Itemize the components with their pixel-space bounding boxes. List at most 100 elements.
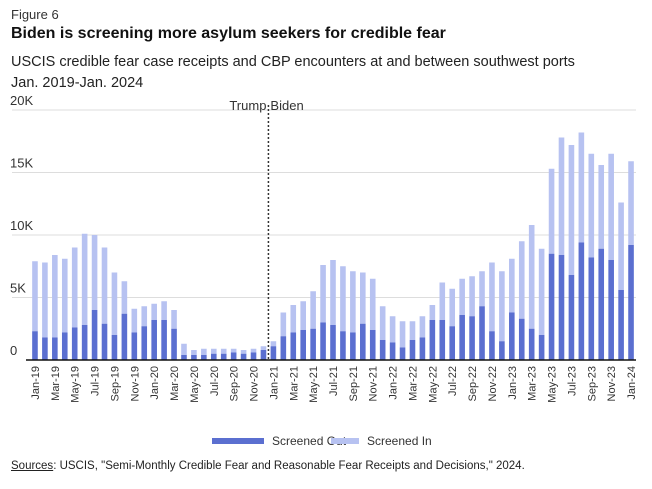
x-tick-label: Mar-20 — [169, 366, 181, 401]
x-tick-label: Jan-21 — [268, 366, 280, 400]
bar-screened-out — [479, 306, 485, 360]
bar-screened-in — [608, 153, 614, 260]
bar-screened-in — [568, 145, 575, 275]
bar-screened-in — [350, 271, 356, 333]
bar-screened-out — [628, 245, 634, 360]
bar-screened-in — [101, 247, 108, 324]
x-tick-label: Sep-23 — [586, 366, 598, 401]
bar-screened-in — [389, 316, 396, 343]
bar-screened-in — [131, 308, 138, 333]
source-note: Sources: USCIS, "Semi-Monthly Credible F… — [11, 460, 525, 472]
legend-swatch-screened-in — [331, 438, 359, 444]
bar-screened-out — [131, 332, 138, 360]
bar-screened-in — [598, 165, 605, 249]
bar-screened-out — [518, 318, 525, 360]
x-tick-label: Jan-23 — [507, 366, 519, 400]
x-tick-label: May-20 — [189, 366, 201, 403]
bar-screened-out — [201, 355, 207, 360]
bar-screened-out — [280, 336, 287, 360]
bar-screened-out — [141, 326, 148, 360]
bar-screened-out — [409, 340, 416, 360]
bar-screened-out — [81, 325, 88, 360]
bar-screened-in — [588, 153, 595, 258]
x-tick-label: Jan-22 — [388, 366, 400, 400]
x-tick-label: Nov-21 — [368, 366, 380, 401]
bar-screened-in — [220, 348, 227, 354]
bar-screened-in — [558, 137, 565, 255]
source-text: : USCIS, "Semi-Monthly Credible Fear and… — [53, 460, 525, 472]
bar-screened-in — [201, 348, 207, 355]
x-tick-label: Jan-19 — [30, 366, 42, 400]
chart-subtitle: USCIS credible fear case receipts and CB… — [11, 52, 575, 94]
bar-screened-in — [300, 301, 306, 330]
x-tick-label: Sep-22 — [467, 366, 479, 401]
x-tick-label: Jul-20 — [209, 366, 221, 396]
bar-screened-in — [449, 288, 456, 327]
bar-screened-out — [171, 328, 177, 360]
bar-screened-in — [260, 346, 267, 350]
bar-screened-out — [578, 242, 585, 360]
legend-swatch-screened-out — [212, 438, 264, 444]
bar-screened-out — [330, 325, 336, 360]
bar-screened-in — [71, 247, 78, 328]
bar-screened-in — [52, 255, 58, 338]
bar-screened-in — [578, 132, 585, 243]
bar-screened-in — [379, 306, 386, 340]
bar-screened-out — [459, 315, 465, 360]
bar-screened-out — [350, 332, 356, 360]
bar-screened-out — [161, 320, 167, 360]
bar-screened-out — [389, 342, 396, 360]
bar-screened-out — [528, 328, 535, 360]
bar-screened-out — [568, 275, 575, 360]
bar-screened-in — [330, 260, 336, 325]
y-tick-label: 5K — [10, 281, 26, 296]
bar-screened-out — [260, 350, 267, 360]
bar-screened-out — [419, 337, 426, 360]
bar-screened-out — [558, 255, 565, 360]
bar-screened-in — [240, 350, 247, 354]
x-tick-label: May-19 — [70, 366, 82, 403]
bar-screened-out — [509, 312, 515, 360]
bar-screened-in — [528, 225, 535, 329]
x-tick-label: Jul-19 — [90, 366, 102, 396]
y-tick-label: 15K — [10, 156, 33, 171]
bar-screened-in — [181, 343, 187, 355]
bar-screened-in — [61, 258, 68, 333]
subtitle-line-1: USCIS credible fear case receipts and CB… — [11, 54, 575, 70]
bar-screened-in — [210, 348, 217, 354]
bar-screened-in — [310, 291, 316, 329]
x-tick-label: Jul-23 — [566, 366, 578, 396]
y-tick-label: 20K — [10, 93, 33, 108]
bar-screened-in — [459, 278, 465, 315]
x-tick-label: Sep-19 — [109, 366, 121, 401]
x-tick-label: Jan-24 — [626, 366, 638, 400]
x-tick-label: Nov-19 — [129, 366, 141, 401]
bar-screened-out — [121, 313, 128, 360]
bar-screened-out — [608, 260, 614, 360]
bar-screened-out — [489, 331, 495, 360]
x-tick-label: Jan-20 — [149, 366, 161, 400]
bar-screened-in — [499, 271, 505, 342]
bar-screened-in — [191, 350, 197, 355]
annotation-biden: Biden — [270, 98, 303, 113]
bar-screened-in — [360, 272, 366, 324]
bar-screened-in — [91, 235, 98, 310]
bar-screened-out — [32, 331, 38, 360]
source-label: Sources — [11, 460, 54, 472]
bar-screened-out — [340, 331, 346, 360]
bar-screened-in — [250, 348, 257, 353]
bar-screened-out — [220, 353, 227, 360]
x-tick-label: Nov-20 — [249, 366, 261, 401]
bar-screened-out — [210, 353, 217, 360]
x-tick-label: Sep-20 — [229, 366, 241, 401]
bar-screened-out — [379, 340, 386, 360]
x-tick-label: Mar-22 — [407, 366, 419, 401]
chart-title: Biden is screening more asylum seekers f… — [11, 25, 446, 42]
bar-screened-out — [71, 327, 78, 360]
bar-screened-out — [270, 346, 277, 360]
bar-screened-in — [32, 261, 38, 332]
figure-label: Figure 6 — [11, 7, 59, 22]
bar-screened-in — [42, 262, 48, 338]
subtitle-line-2: Jan. 2019-Jan. 2024 — [11, 75, 144, 91]
bar-screened-in — [439, 282, 446, 320]
